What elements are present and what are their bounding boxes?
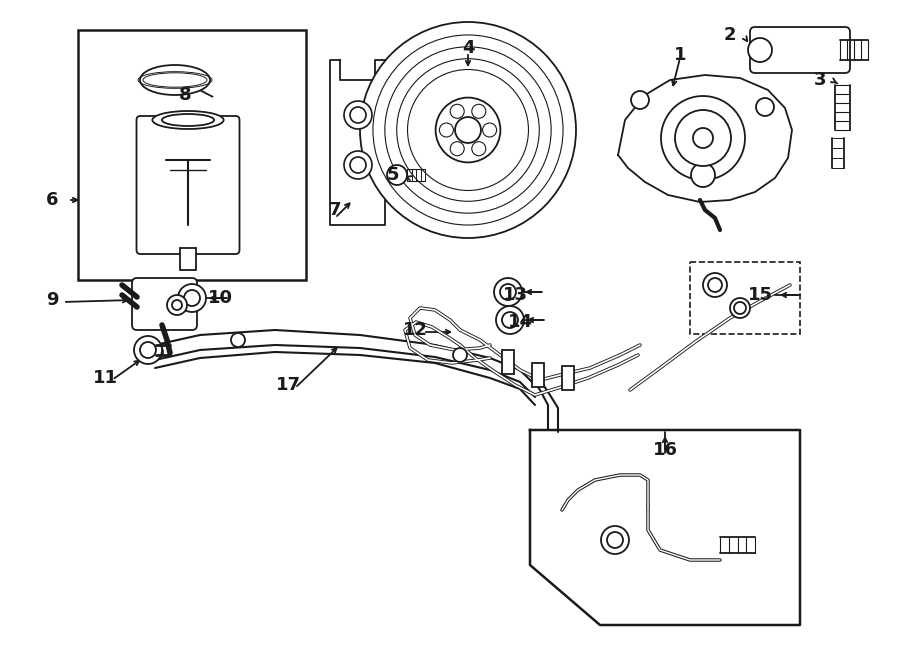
Text: 6: 6 [46, 191, 58, 209]
Circle shape [172, 300, 182, 310]
Circle shape [450, 141, 464, 156]
Circle shape [184, 290, 200, 306]
Circle shape [472, 104, 486, 118]
Text: 5: 5 [387, 166, 400, 184]
Text: 1: 1 [674, 46, 686, 64]
Circle shape [708, 278, 722, 292]
Circle shape [675, 110, 731, 166]
Circle shape [607, 532, 623, 548]
Polygon shape [530, 430, 800, 625]
Circle shape [494, 278, 522, 306]
FancyBboxPatch shape [132, 278, 197, 330]
Circle shape [502, 312, 518, 328]
Circle shape [482, 123, 497, 137]
Polygon shape [618, 75, 792, 202]
Circle shape [691, 163, 715, 187]
Circle shape [231, 333, 245, 347]
Circle shape [344, 101, 372, 129]
Circle shape [178, 284, 206, 312]
Ellipse shape [140, 65, 210, 95]
Circle shape [436, 98, 500, 163]
Circle shape [387, 165, 407, 185]
Circle shape [455, 117, 481, 143]
FancyBboxPatch shape [137, 116, 239, 254]
FancyBboxPatch shape [750, 27, 850, 73]
Circle shape [439, 123, 454, 137]
Circle shape [703, 273, 727, 297]
Text: 3: 3 [814, 71, 826, 89]
Circle shape [360, 22, 576, 238]
Text: 7: 7 [328, 201, 341, 219]
Text: 10: 10 [208, 289, 232, 307]
Circle shape [496, 306, 524, 334]
Circle shape [472, 141, 486, 156]
Circle shape [147, 344, 163, 360]
Circle shape [693, 128, 713, 148]
Circle shape [140, 342, 156, 358]
Ellipse shape [162, 114, 214, 126]
Circle shape [734, 302, 746, 314]
Text: 11: 11 [93, 369, 118, 387]
Bar [502, 350, 514, 374]
Circle shape [661, 96, 745, 180]
Text: 12: 12 [402, 321, 428, 339]
Text: 13: 13 [502, 286, 527, 304]
Circle shape [450, 104, 464, 118]
Circle shape [631, 91, 649, 109]
Bar [690, 262, 800, 334]
Text: 8: 8 [179, 86, 192, 104]
Circle shape [350, 157, 366, 173]
Circle shape [344, 151, 372, 179]
Text: 4: 4 [462, 39, 474, 57]
Circle shape [748, 38, 772, 62]
Circle shape [453, 348, 467, 362]
Circle shape [730, 298, 750, 318]
Text: 15: 15 [748, 286, 772, 304]
Ellipse shape [152, 111, 223, 129]
Bar [78, 30, 306, 280]
Text: 17: 17 [275, 376, 301, 394]
Circle shape [601, 526, 629, 554]
Bar [180, 248, 196, 270]
Circle shape [134, 336, 162, 364]
Circle shape [756, 98, 774, 116]
Text: 14: 14 [508, 313, 533, 331]
Text: 9: 9 [46, 291, 58, 309]
Text: 16: 16 [652, 441, 678, 459]
Bar [562, 366, 574, 390]
Circle shape [350, 107, 366, 123]
Bar [532, 363, 544, 387]
Text: 2: 2 [724, 26, 736, 44]
Circle shape [167, 295, 187, 315]
Circle shape [500, 284, 516, 300]
